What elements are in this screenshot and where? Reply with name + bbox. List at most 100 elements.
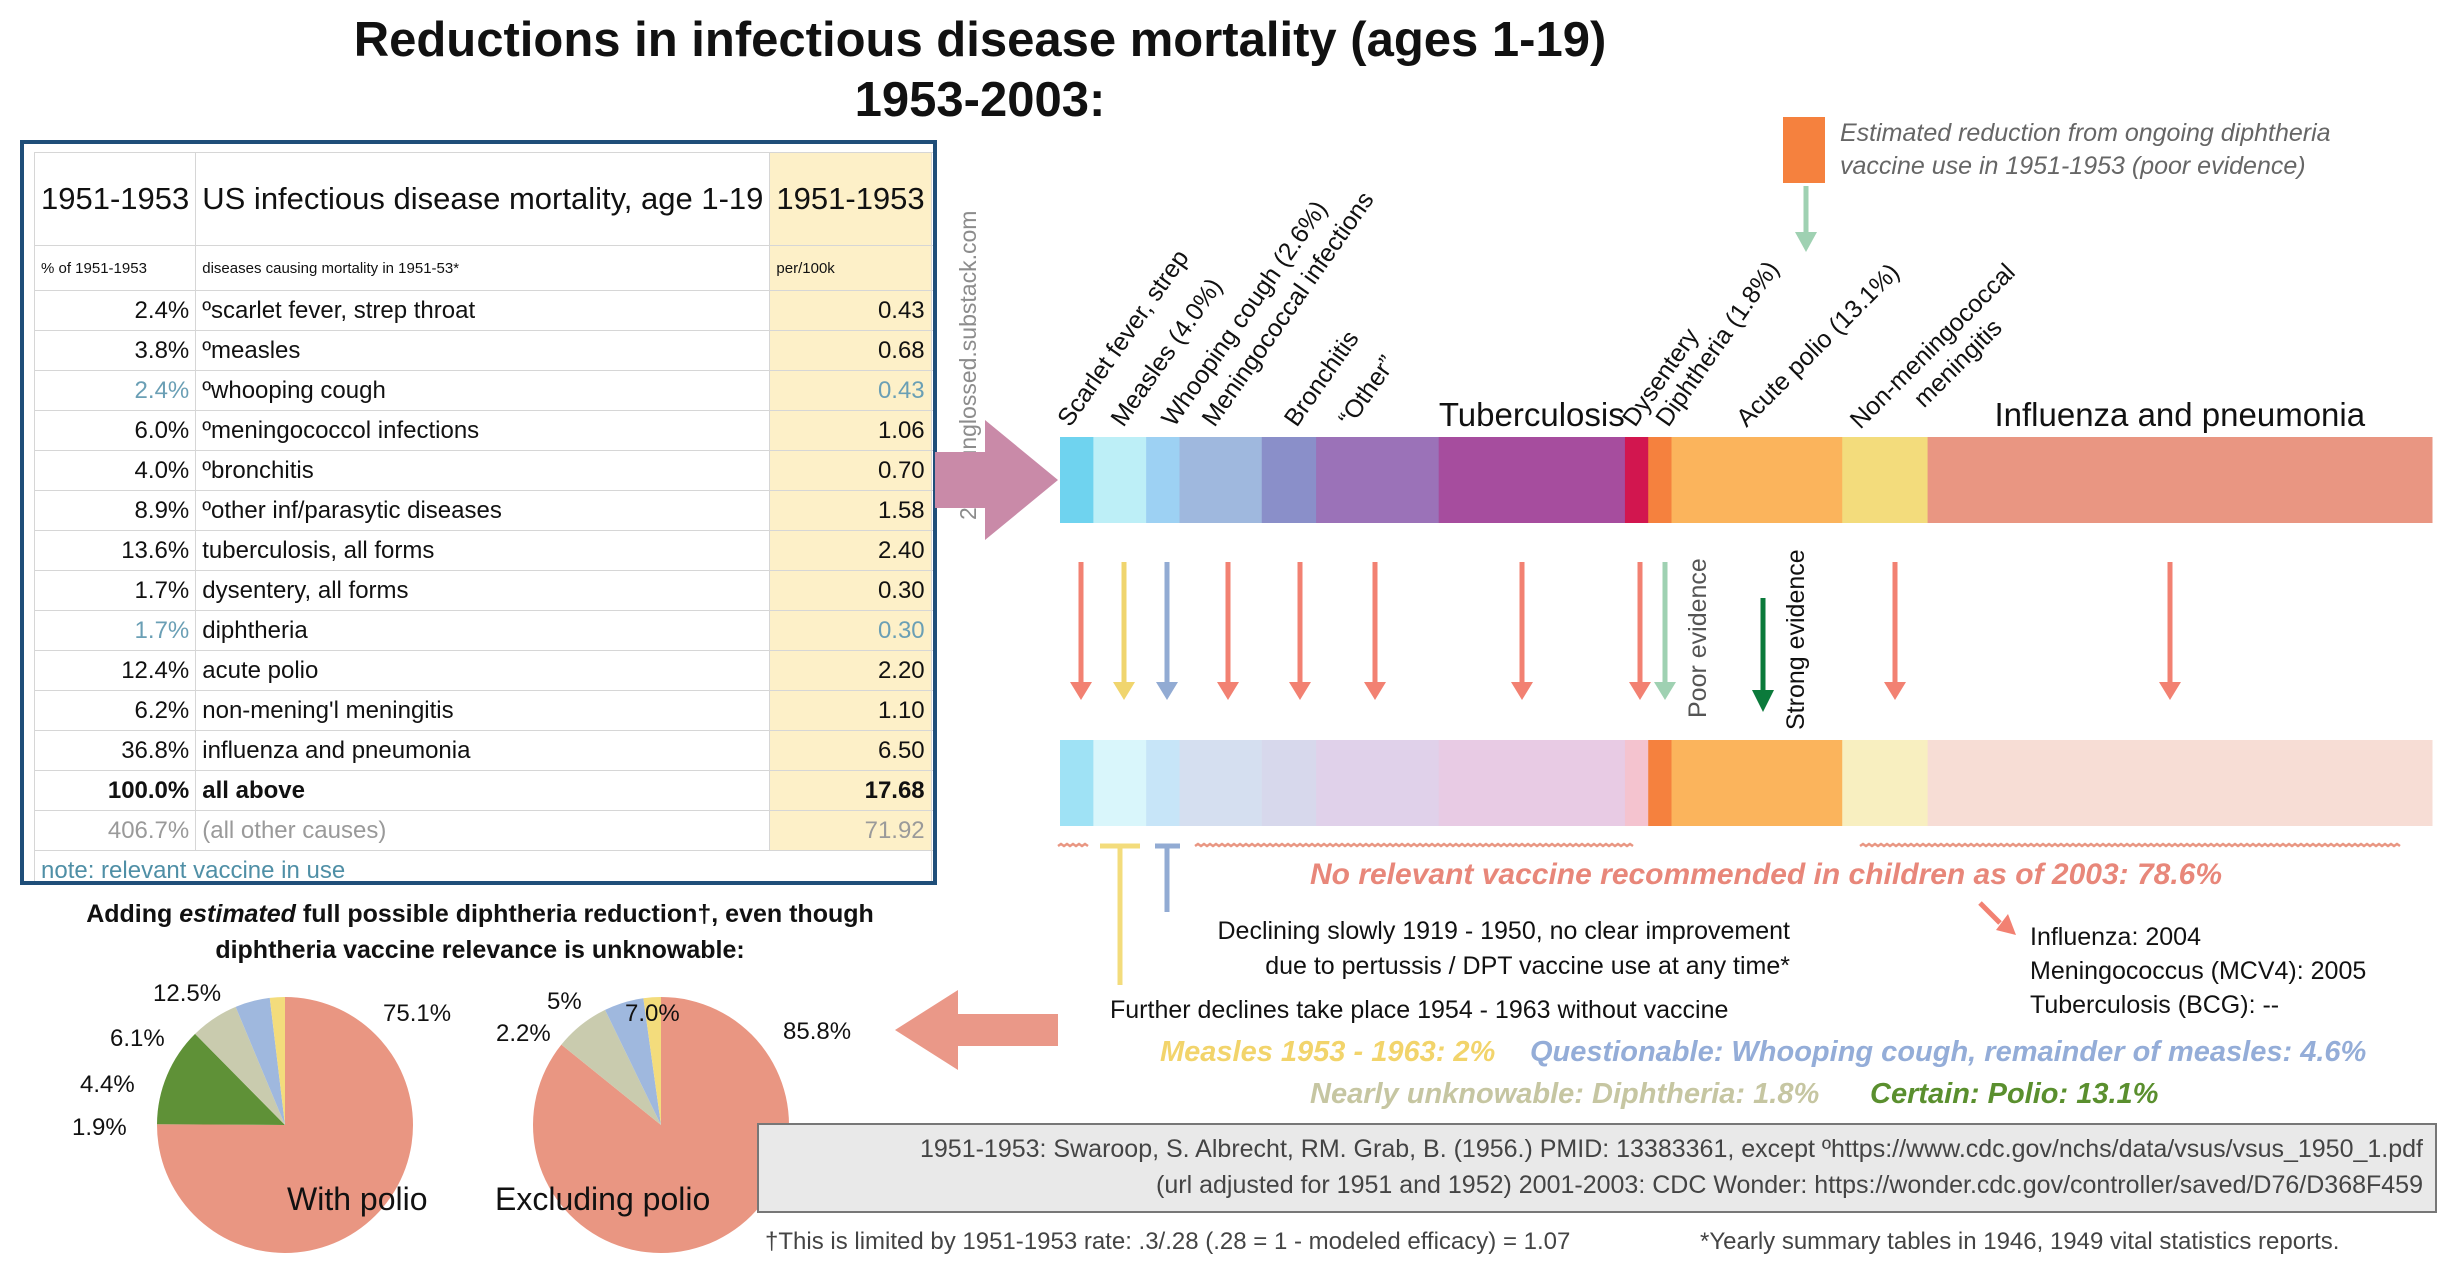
pie1-title: With polio — [287, 1181, 428, 1217]
table-cell-r51: 0.43 — [769, 370, 932, 411]
bottom-bar-segment-3 — [1179, 740, 1263, 826]
bottom-stacked-bar — [1057, 740, 2433, 985]
table-cell-r51: 2.20 — [769, 650, 932, 691]
top-bar-segment-3 — [1179, 437, 1263, 523]
table-cell-name: ºscarlet fever, strep throat — [195, 290, 771, 331]
pie-charts — [157, 997, 790, 1253]
poor-evidence-label: Poor evidence — [1684, 558, 1712, 718]
table-cell-r51: 0.43 — [769, 290, 932, 331]
table-note-right: *(excluding syphilis and acute rheumatic… — [930, 850, 933, 881]
footnote-asterisk: *Yearly summary tables in 1946, 1949 vit… — [1700, 1228, 2340, 1255]
pie2-label-7-0: 7.0% — [625, 1000, 680, 1027]
bottom-bar-segment-7 — [1624, 740, 1649, 826]
bottom-bar-segment-10 — [1842, 740, 1929, 826]
vaccine-dates-arrowhead — [1996, 914, 2016, 935]
questionable-summary: Questionable: Whooping cough, remainder … — [1530, 1036, 2367, 1068]
top-bar-segment-4 — [1261, 437, 1317, 523]
table-row: 6.0%ºmeningococcol infections1.060.090.9… — [33, 410, 933, 451]
pertussis-note-line-2: due to pertussis / DPT vaccine use at an… — [1265, 952, 1790, 980]
table-row: 1.7%dysentery, all forms0.300.020.2893.2… — [33, 570, 933, 611]
reduction-arrowhead-2 — [1156, 682, 1178, 700]
table-cell-name: (all other causes) — [195, 810, 771, 851]
top-bar-segment-5 — [1316, 437, 1440, 523]
pie1-label-75-1: 75.1% — [383, 1000, 452, 1027]
vaccine-date-meningococcus: Meningococcus (MCV4): 2005 — [2030, 957, 2367, 985]
big-arrows — [895, 420, 1058, 1070]
category-label-11: Influenza and pneumonia — [1994, 396, 2365, 433]
bottom-bar-segment-11 — [1927, 740, 2433, 826]
measles-summary: Measles 1953 - 1963: 2% — [1160, 1036, 1496, 1068]
reduction-arrowhead-8 — [1654, 682, 1676, 700]
table-cell-pct: 8.9% — [33, 490, 197, 531]
bottom-bar-segment-0 — [1060, 740, 1094, 826]
no-vaccine-underline-3 — [1859, 842, 2401, 848]
table-header-row: 1951-1953 US infectious disease mortality… — [33, 152, 933, 246]
pie2-label-5: 5% — [547, 988, 582, 1015]
diphtheria-legend-swatch — [1783, 117, 1825, 183]
table-subheader-cell: % of 1951-1953 — [33, 245, 197, 291]
top-bar-segment-2 — [1146, 437, 1181, 523]
table-cell-r51: 0.70 — [769, 450, 932, 491]
bottom-bar-segment-5 — [1316, 740, 1440, 826]
top-bar-segment-11 — [1927, 437, 2433, 523]
pie1-slice-4 — [269, 997, 285, 1125]
mortality-table-panel: 1951-1953 US infectious disease mortality… — [20, 140, 937, 885]
bottom-bar-segment-4 — [1261, 740, 1317, 826]
pie-caption: Adding estimated full possible diphtheri… — [70, 896, 890, 968]
table-row: 36.8%influenza and pneumonia6.500.406.10… — [33, 730, 933, 771]
sources-box: 1951-1953: Swaroop, S. Albrecht, RM. Gra… — [757, 1123, 2437, 1213]
reduction-arrowhead-3 — [1217, 682, 1239, 700]
source-line-1: 1951-1953: Swaroop, S. Albrecht, RM. Gra… — [919, 1135, 2423, 1163]
table-cell-r51: 1.58 — [769, 490, 932, 531]
vaccine-date-influenza: Influenza: 2004 — [2030, 923, 2201, 951]
table-cell-pct: 4.0% — [33, 450, 197, 491]
chart-to-pies-arrow — [895, 990, 1058, 1070]
bottom-bar-segment-1 — [1093, 740, 1147, 826]
mortality-table: 1951-1953 US infectious disease mortality… — [33, 152, 933, 881]
table-note-row: note: relevant vaccine in use*(excluding… — [34, 850, 933, 881]
reduction-arrowhead-5 — [1364, 682, 1386, 700]
table-cell-r51: 0.68 — [769, 330, 932, 371]
pie2-label-85-8: 85.8% — [783, 1018, 852, 1045]
table-cell-name: influenza and pneumonia — [195, 730, 771, 771]
table-cell-pct: 36.8% — [33, 730, 197, 771]
table-row: 2.4%ºscarlet fever, strep throat0.430.00… — [33, 290, 933, 331]
vaccine-dates: Influenza: 2004 Meningococcus (MCV4): 20… — [2030, 920, 2366, 1022]
title-line-2: 1953-2003: — [854, 73, 1106, 127]
table-cell-r51: 0.30 — [769, 570, 932, 611]
source-line-2: (url adjusted for 1951 and 1952) 2001-20… — [1156, 1171, 2423, 1199]
table-cell-r51: 0.30 — [769, 610, 932, 651]
bottom-bar-segment-9 — [1671, 740, 1843, 826]
table-cell-r51: 17.68 — [769, 770, 932, 811]
no-vaccine-underline-1 — [1057, 842, 1089, 848]
bottom-bar-segment-2 — [1146, 740, 1181, 826]
table-row: 2.4%ºwhooping cough0.430.000.43100.0%2.6… — [33, 370, 933, 411]
top-bar-segment-8 — [1648, 437, 1673, 523]
table-note-left: note: relevant vaccine in use — [34, 850, 932, 881]
pertussis-note-line-1: Declining slowly 1919 - 1950, no clear i… — [1217, 917, 1790, 945]
table-subheader-cell: per/100k — [769, 245, 932, 291]
no-vaccine-note: No relevant vaccine recommended in child… — [1310, 858, 2223, 891]
measles-note: Further declines take place 1954 - 1963 … — [1110, 996, 1729, 1024]
pie1-slice-2 — [195, 1006, 285, 1125]
vaccine-date-tuberculosis: Tuberculosis (BCG): -- — [2030, 991, 2280, 1019]
reduction-arrowhead-11 — [2159, 682, 2181, 700]
top-bar-segment-0 — [1060, 437, 1094, 523]
top-bar-segment-1 — [1093, 437, 1147, 523]
table-header-cell: US infectious disease mortality, age 1-1… — [195, 152, 771, 246]
pie-caption-post: full possible diphtheria reduction†, eve… — [215, 900, 874, 964]
pie2-slice-2 — [605, 998, 661, 1125]
table-cell-r51: 6.50 — [769, 730, 932, 771]
diphtheria-legend-arrowhead — [1795, 232, 1817, 252]
table-cell-pct: 12.4% — [33, 650, 197, 691]
reduction-arrowhead-6 — [1511, 682, 1533, 700]
table-cell-name: ºbronchitis — [195, 450, 771, 491]
pie2-slice-1 — [561, 1009, 661, 1125]
table-header-cell: 1951-1953 — [769, 152, 932, 246]
table-cell-name: tuberculosis, all forms — [195, 530, 771, 571]
reduction-arrowhead-0 — [1070, 682, 1092, 700]
